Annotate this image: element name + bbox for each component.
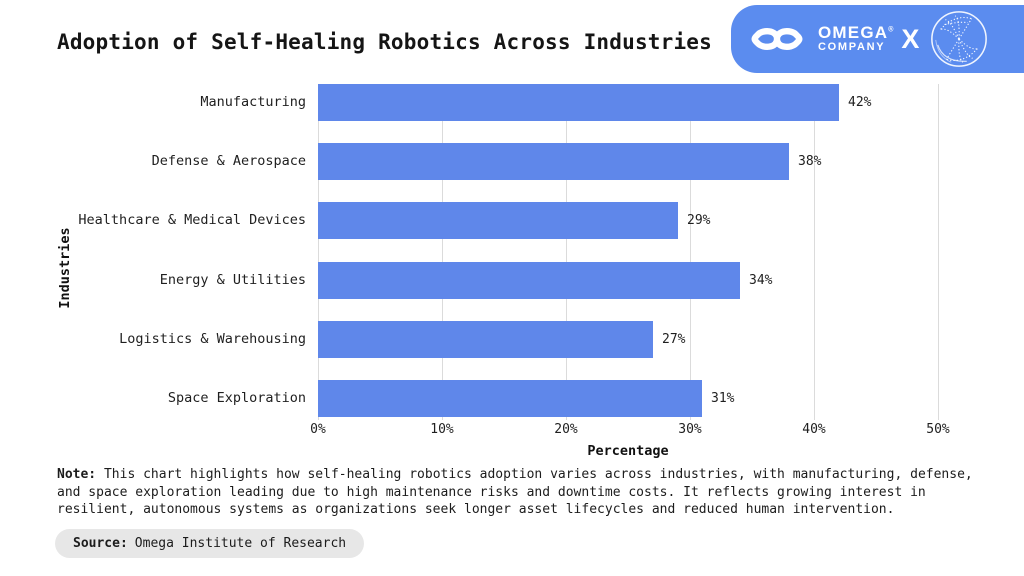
bar <box>318 380 702 417</box>
source-pill: Source: Omega Institute of Research <box>55 529 365 558</box>
bar-value-label: 29% <box>687 213 711 228</box>
note-body: This chart highlights how self-healing r… <box>57 467 973 518</box>
brand-text: OMEGA® COMPANY <box>818 22 894 54</box>
bar-value-label: 42% <box>848 95 872 110</box>
note-text: Note: This chart highlights how self-hea… <box>57 466 975 519</box>
x-tick-label: 10% <box>430 422 454 437</box>
bar-value-label: 34% <box>749 273 773 288</box>
x-axis-title: Percentage <box>587 443 669 459</box>
bar <box>318 321 653 358</box>
gridline <box>318 84 319 420</box>
x-tick-label: 30% <box>678 422 702 437</box>
y-axis-title: Industries <box>57 227 73 309</box>
page-title: Adoption of Self-Healing Robotics Across… <box>57 30 712 54</box>
bar <box>318 143 789 180</box>
x-tick-label: 50% <box>926 422 950 437</box>
chart-area: Percentage 0% 10% 20% 30% 40% 50% Manufacturin… <box>0 84 1024 474</box>
source-text: Omega Institute of Research <box>134 536 347 551</box>
note-label: Note: <box>57 467 97 482</box>
category-label: Space Exploration <box>167 390 306 406</box>
gridline <box>442 84 443 420</box>
gridline <box>938 84 939 420</box>
category-label: Logistics & Warehousing <box>119 331 306 347</box>
source-label: Source: <box>73 536 128 551</box>
x-tick-label: 0% <box>310 422 326 437</box>
bar <box>318 262 740 299</box>
category-label: Energy & Utilities <box>159 272 306 288</box>
category-label: Healthcare & Medical Devices <box>78 212 306 228</box>
brand-badge: OMEGA® COMPANY X <box>731 5 1024 73</box>
category-label: Defense & Aerospace <box>151 153 306 169</box>
sphere-logo-icon <box>928 8 990 70</box>
x-tick-label: 20% <box>554 422 578 437</box>
gridline <box>814 84 815 420</box>
registered-mark: ® <box>888 26 894 34</box>
infinity-logo-icon <box>744 17 810 61</box>
x-tick-label: 40% <box>802 422 826 437</box>
bar <box>318 202 678 239</box>
brand-company-label: COMPANY <box>818 41 886 54</box>
gridline <box>566 84 567 420</box>
gridline <box>690 84 691 420</box>
category-label: Manufacturing <box>200 94 306 110</box>
bar-value-label: 31% <box>711 391 735 406</box>
bar <box>318 84 839 121</box>
brand-omega-label: OMEGA® <box>818 22 894 42</box>
brand-x-label: X <box>901 23 920 54</box>
bar-value-label: 38% <box>798 154 822 169</box>
bar-value-label: 27% <box>662 332 686 347</box>
